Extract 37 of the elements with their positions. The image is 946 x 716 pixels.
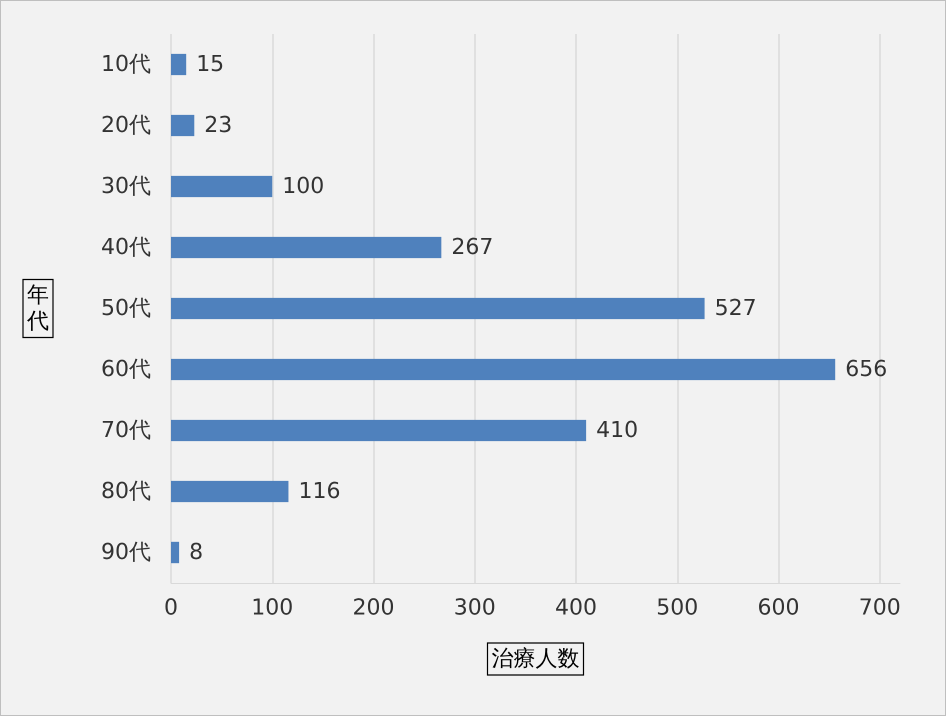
bar bbox=[171, 480, 288, 502]
data-label: 656 bbox=[845, 357, 888, 382]
y-tick-label: 40代 bbox=[101, 235, 151, 260]
x-tick-label: 100 bbox=[251, 596, 294, 620]
bar bbox=[171, 54, 186, 76]
bar bbox=[171, 236, 442, 258]
x-axis-title: 治療人数 bbox=[492, 646, 580, 672]
y-axis-title: 年代 bbox=[26, 283, 49, 334]
y-tick-label: 10代 bbox=[101, 52, 151, 77]
x-tick-label: 0 bbox=[164, 596, 178, 620]
data-label: 527 bbox=[714, 296, 757, 321]
x-tick-label: 700 bbox=[858, 596, 901, 620]
y-tick-label: 90代 bbox=[101, 540, 151, 565]
x-tick-label: 200 bbox=[352, 596, 394, 620]
y-tick-label: 50代 bbox=[101, 296, 151, 321]
data-label: 267 bbox=[451, 235, 494, 260]
data-label: 410 bbox=[596, 418, 638, 443]
x-tick-label: 400 bbox=[555, 596, 597, 620]
y-tick-label: 80代 bbox=[101, 479, 151, 504]
bar bbox=[171, 420, 586, 442]
x-tick-label: 300 bbox=[454, 596, 496, 620]
data-label: 15 bbox=[196, 52, 224, 77]
data-label: 23 bbox=[204, 113, 232, 138]
data-label: 100 bbox=[282, 174, 324, 199]
y-tick-label: 20代 bbox=[101, 113, 151, 138]
bar bbox=[171, 542, 180, 564]
bar bbox=[171, 176, 272, 198]
y-tick-label: 30代 bbox=[101, 174, 151, 199]
data-label: 116 bbox=[298, 479, 340, 504]
bar bbox=[171, 358, 836, 380]
bar bbox=[171, 298, 705, 320]
y-tick-label: 70代 bbox=[101, 418, 151, 443]
x-tick-label: 500 bbox=[656, 596, 698, 620]
y-tick-label: 60代 bbox=[101, 357, 151, 382]
data-label: 8 bbox=[189, 540, 204, 565]
x-tick-label: 600 bbox=[758, 596, 800, 620]
bar bbox=[171, 114, 194, 136]
